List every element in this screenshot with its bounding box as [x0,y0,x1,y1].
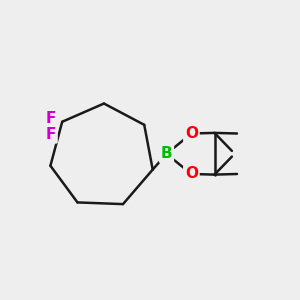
Text: F: F [46,127,56,142]
Text: B: B [161,146,172,161]
Text: O: O [185,167,198,182]
Text: F: F [46,111,56,126]
Text: O: O [185,126,198,141]
